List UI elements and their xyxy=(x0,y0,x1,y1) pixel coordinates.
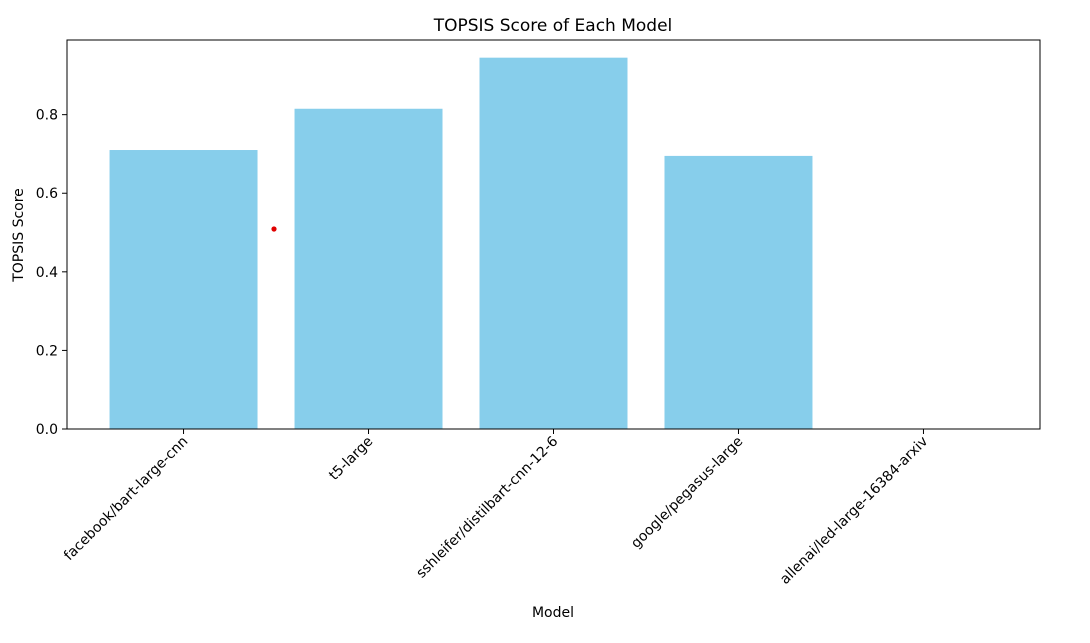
y-axis-title: TOPSIS Score xyxy=(11,188,27,283)
y-axis-ticks: 0.0 0.2 0.4 0.6 0.8 xyxy=(36,108,67,438)
bars-layer xyxy=(109,57,813,430)
x-tick-label: t5-large xyxy=(326,434,376,484)
bar-2 xyxy=(294,108,443,429)
bar-3 xyxy=(479,57,628,430)
bar-1 xyxy=(109,150,258,429)
x-tick-label: google/pegasus-large xyxy=(628,434,746,552)
x-axis-ticks: facebook/bart-large-cnn t5-large sshleifer… xyxy=(61,429,931,588)
y-tick-label: 0.4 xyxy=(36,265,58,281)
x-tick-label: allenai/led-large-16384-arxiv xyxy=(777,434,931,588)
x-tick-label: facebook/bart-large-cnn xyxy=(61,434,191,564)
y-tick-label: 0.2 xyxy=(36,343,58,359)
x-tick-label: sshleifer/distilbart-cnn-12-6 xyxy=(413,433,561,581)
y-tick-label: 0.8 xyxy=(36,108,58,124)
chart-title: TOPSIS Score of Each Model xyxy=(433,16,673,36)
bar-4 xyxy=(664,155,813,429)
y-tick-label: 0.0 xyxy=(36,422,58,438)
y-tick-label: 0.6 xyxy=(36,186,58,202)
annotation-marker-dot xyxy=(271,226,277,232)
x-axis-title: Model xyxy=(532,605,574,621)
